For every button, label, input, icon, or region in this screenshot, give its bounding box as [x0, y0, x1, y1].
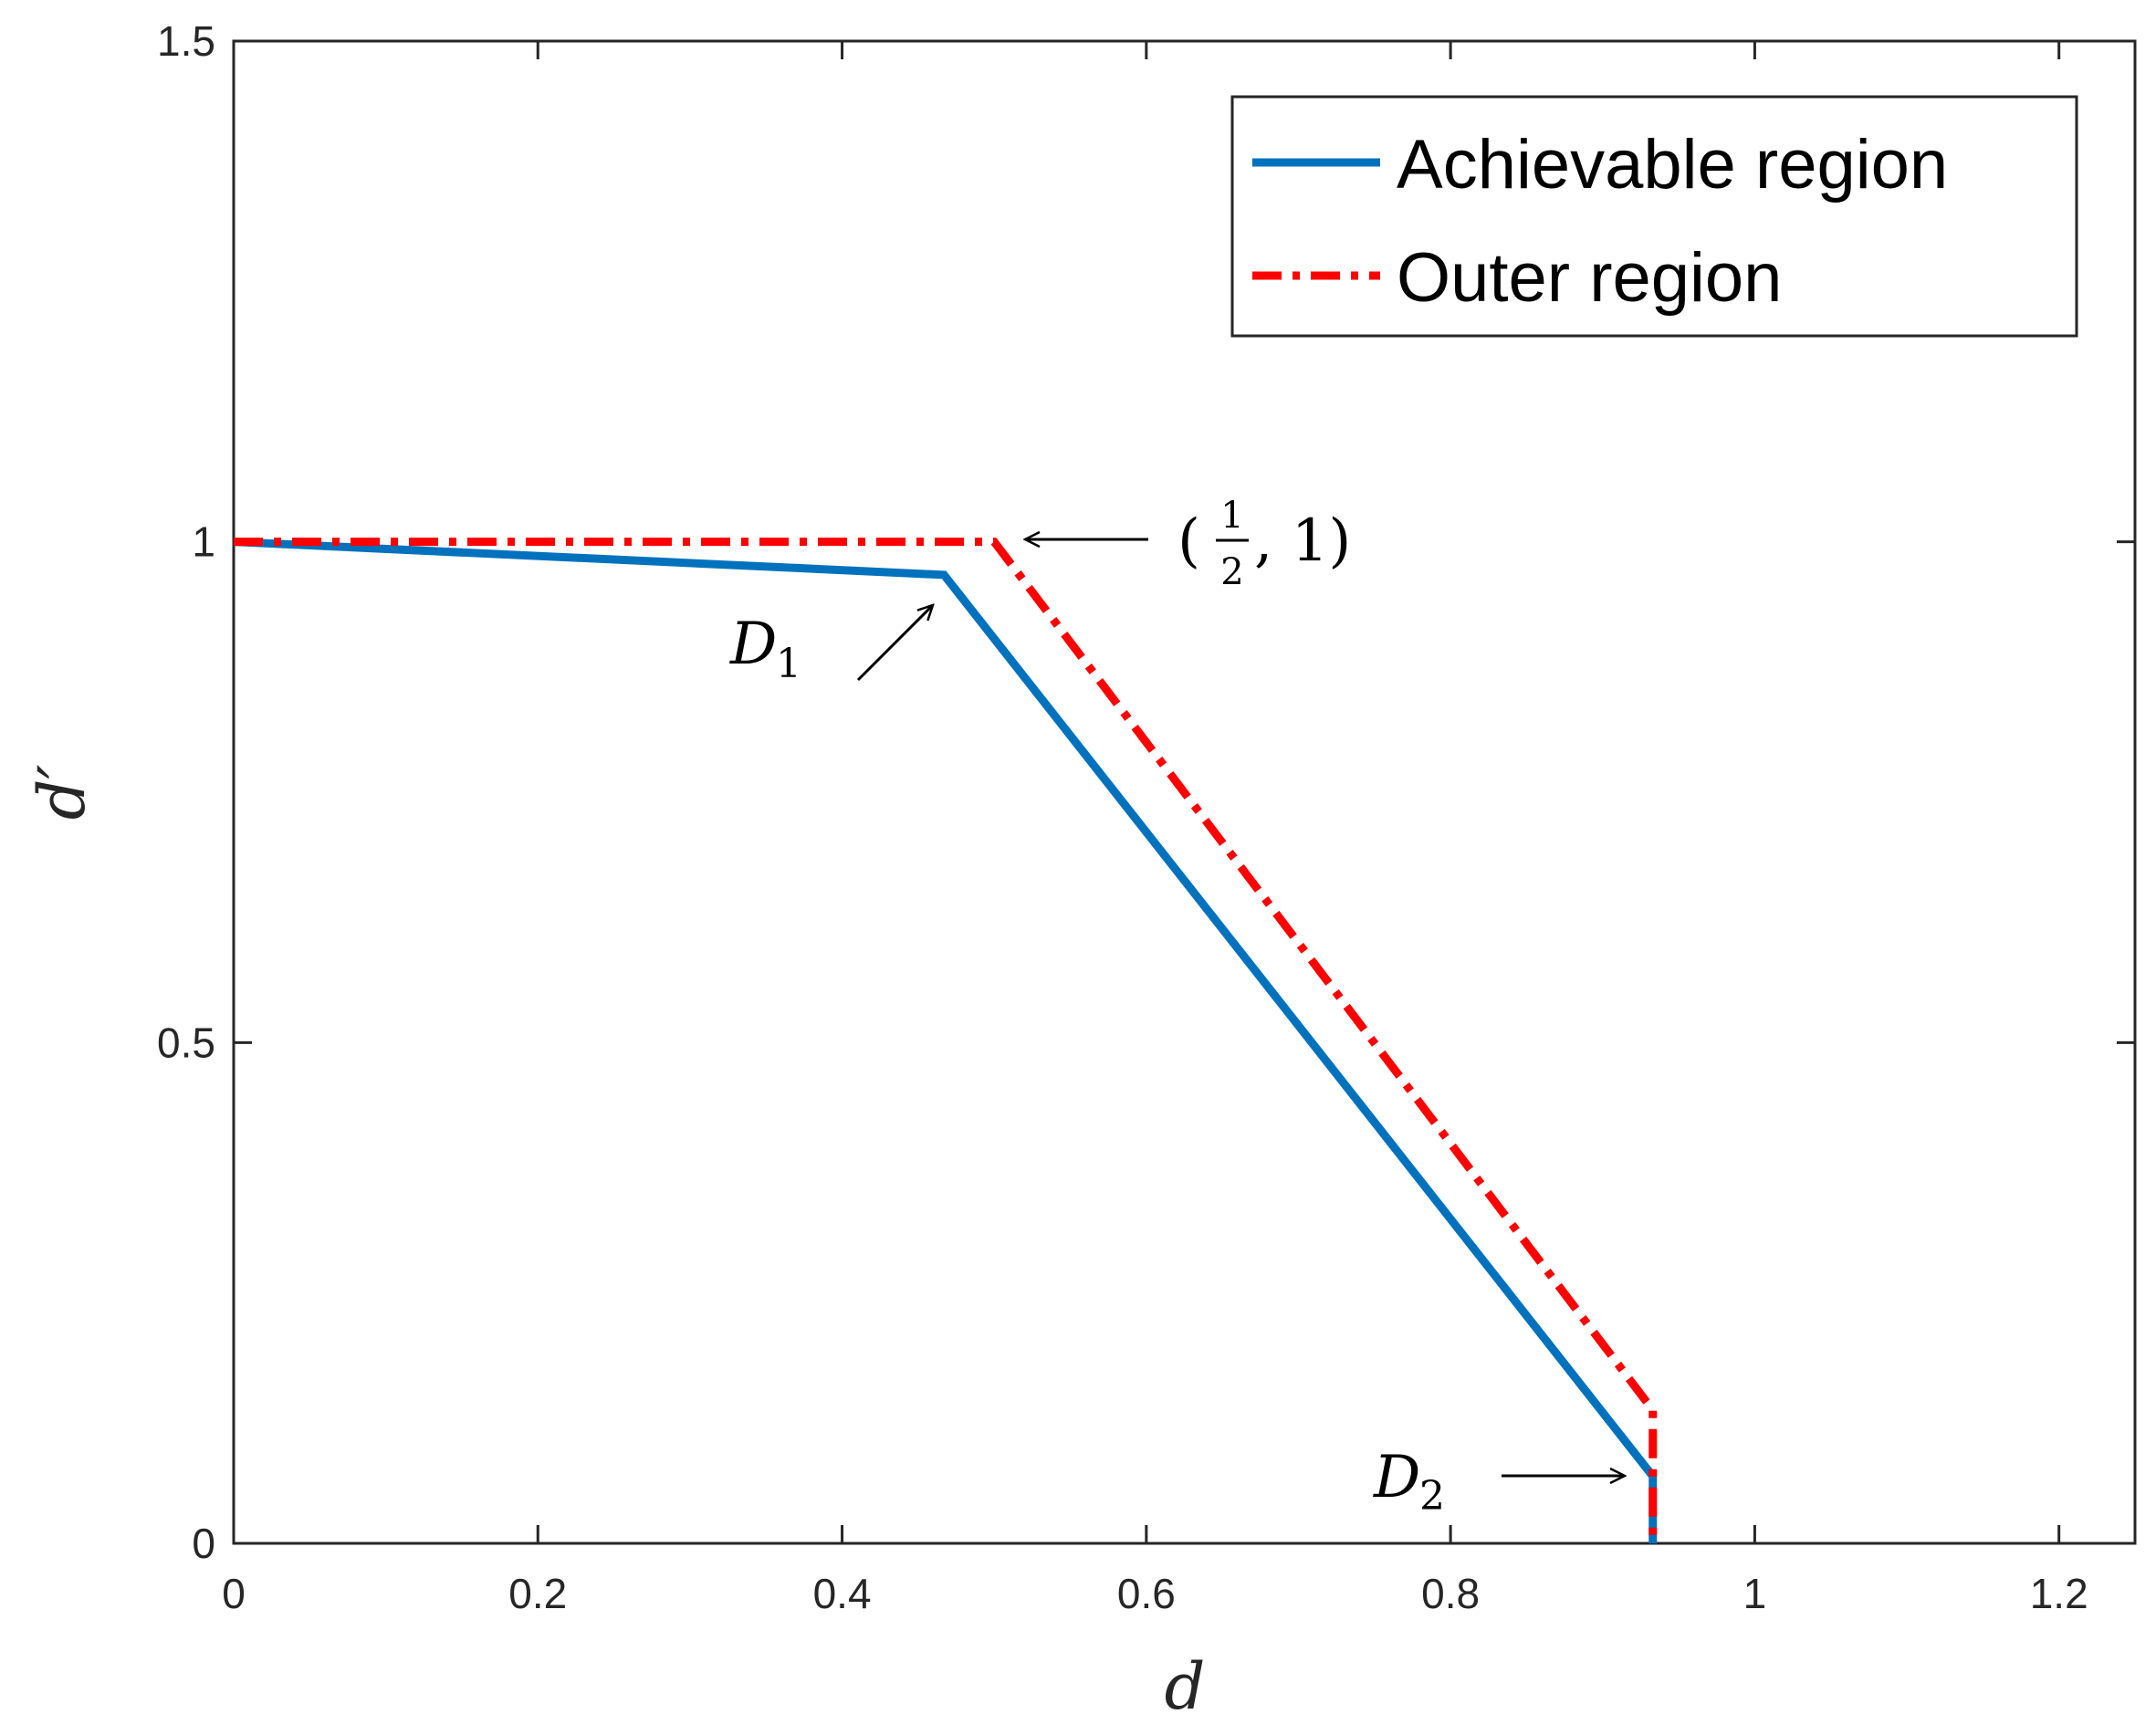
annotation-half-one-rest: , 1) [1254, 507, 1351, 575]
x-tick-label: 0 [222, 1570, 246, 1617]
annotation-half-one: ( 1 2 , 1) [1025, 495, 1351, 593]
x-tick-label: 0.6 [1117, 1570, 1176, 1617]
y-tick-label: 1 [192, 518, 215, 566]
axis-tick-labels: 0 0.2 0.4 0.6 0.8 1 1.2 0 0.5 1 1.5 [157, 17, 2088, 1617]
annotation-D1: D 1 [729, 605, 933, 687]
x-tick-label: 0.2 [508, 1570, 567, 1617]
series-line-outer [234, 538, 1658, 1543]
annotation-half-one-den: 2 [1220, 551, 1243, 593]
y-tick-label: 1.5 [157, 17, 215, 65]
annotation-half-one-open: ( [1177, 507, 1200, 575]
y-tick-label: 0 [192, 1520, 215, 1567]
annotation-D1-arrow [856, 605, 933, 682]
x-tick-label: 0.4 [813, 1570, 872, 1617]
y-tick-label: 0.5 [157, 1019, 215, 1066]
y-axis-title: d′ [25, 765, 99, 820]
series-layer [233, 538, 1658, 1543]
annotation-D1-subscript: 1 [776, 641, 801, 687]
annotation-half-one-num: 1 [1220, 495, 1243, 537]
legend: Achievable region Outer region [1230, 95, 2078, 338]
annotation-D2-letter: D [1373, 1444, 1420, 1511]
x-tick-label: 1.2 [2030, 1570, 2088, 1617]
x-axis-title: d [1165, 1649, 1206, 1724]
annotation-D2-subscript: 2 [1419, 1473, 1445, 1520]
x-tick-label: 0.8 [1421, 1570, 1480, 1617]
annotation-D2: D 2 [1373, 1444, 1625, 1520]
legend-box [1230, 95, 2078, 338]
legend-label-outer: Outer region [1397, 239, 1782, 317]
annotation-D1-letter: D [729, 611, 777, 678]
x-tick-label: 1 [1743, 1570, 1767, 1617]
legend-label-achievable: Achievable region [1397, 126, 1948, 204]
